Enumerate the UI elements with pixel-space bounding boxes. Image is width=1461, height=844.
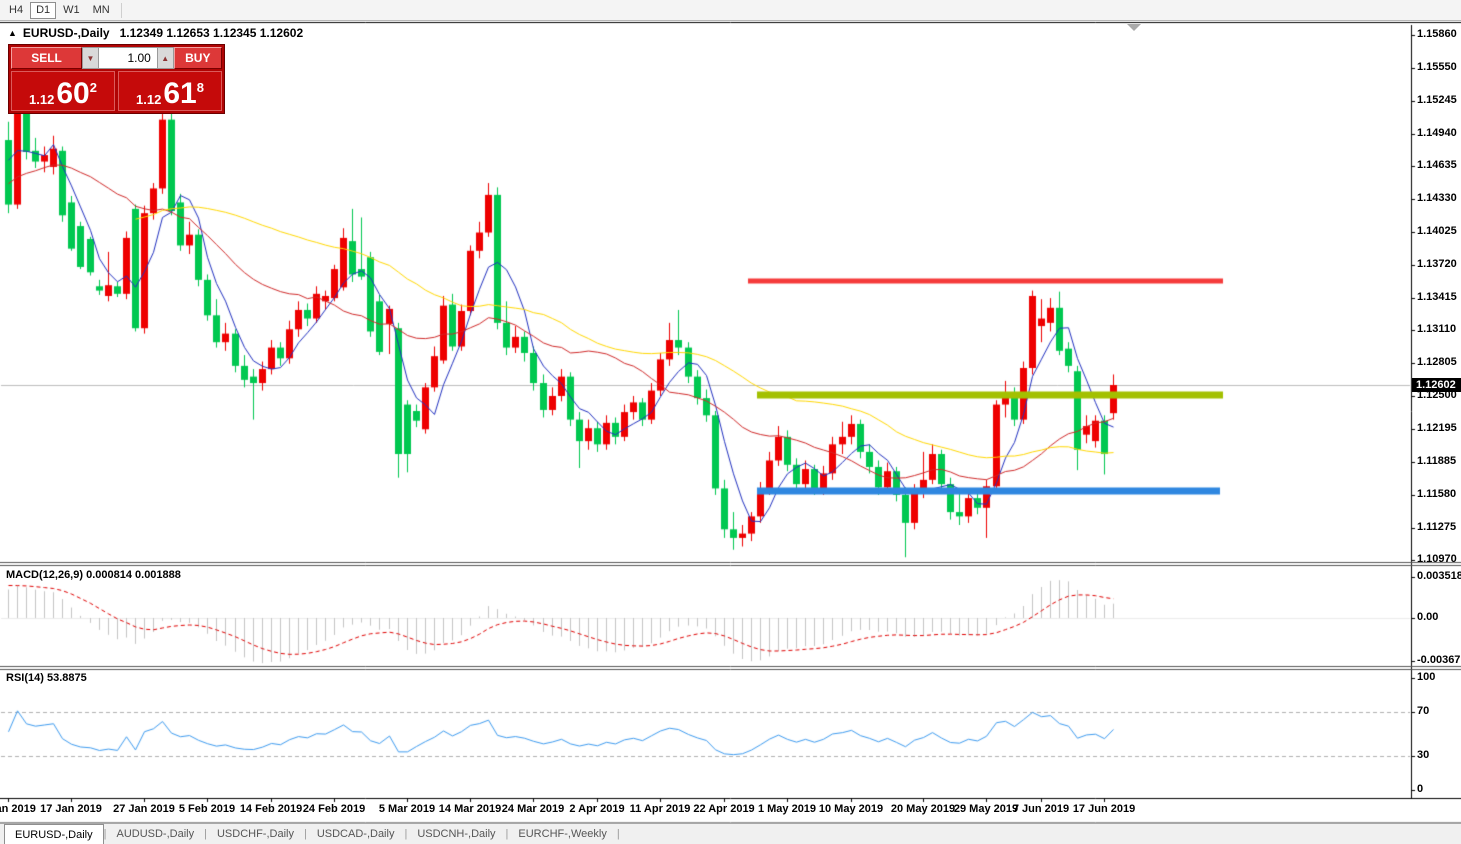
rsi-axis-label: 100: [1417, 671, 1436, 683]
chart-ohlc-values: 1.12349 1.12653 1.12345 1.12602: [119, 26, 304, 40]
timeframe-button-mn[interactable]: MN: [92, 4, 110, 16]
timeframe-button-h4[interactable]: H4: [9, 4, 24, 16]
chart-symbol-title: EURUSD-,Daily: [22, 26, 110, 40]
panel-collapse-icon[interactable]: ▲: [8, 28, 17, 38]
chart-title-row: ▲ EURUSD-,Daily 1.12349 1.12653 1.12345 …: [8, 26, 303, 40]
sell-price-big: 60: [56, 77, 90, 110]
buy-price-button[interactable]: 1.12 61 8: [118, 71, 222, 111]
price-axis-label: 1.10970: [1417, 553, 1457, 565]
date-axis-label: 14 Mar 2019: [438, 803, 502, 815]
price-axis-label: 1.15860: [1417, 28, 1457, 40]
date-axis-label: 27 Jan 2019: [113, 803, 175, 815]
date-axis-label: 14 Feb 2019: [239, 803, 303, 815]
date-axis-label: 20 May 2019: [890, 803, 956, 815]
date-axis-label: 1 May 2019: [757, 803, 817, 815]
toolbar-separator: [120, 2, 122, 18]
date-axis-label: 2 Apr 2019: [569, 803, 625, 815]
date-axis-label: 17 Jun 2019: [1072, 803, 1136, 815]
rsi-axis-label: 0: [1417, 783, 1424, 795]
sell-price-prefix: 1.12: [29, 92, 55, 107]
chart-tab-usdcnh-daily[interactable]: USDCNH-,Daily: [417, 828, 496, 840]
rsi-axis-label: 70: [1417, 705, 1430, 717]
sell-price-button[interactable]: 1.12 60 2: [11, 71, 115, 111]
chart-tab-eurchf-weekly[interactable]: EURCHF-,Weekly: [518, 828, 607, 840]
date-axis-label: 11 Apr 2019: [629, 803, 691, 815]
one-click-trade-panel: SELL ▼ ▲ BUY 1.12 60 2 1.12 61 8: [8, 44, 225, 114]
date-axis-label: 10 May 2019: [818, 803, 884, 815]
sell-price-pip: 2: [89, 80, 97, 95]
macd-axis-label: 0.00: [1417, 611, 1439, 623]
tab-separator: |: [505, 828, 509, 840]
price-axis-label: 1.14635: [1417, 159, 1457, 171]
sell-button[interactable]: SELL: [11, 47, 83, 69]
price-axis-label: 1.11275: [1417, 521, 1457, 533]
chart-tab-audusd-daily[interactable]: AUDUSD-,Daily: [116, 828, 195, 840]
date-axis-label: 17 Jan 2019: [40, 803, 102, 815]
buy-price-big: 61: [163, 77, 197, 110]
rsi-axis-label: 30: [1417, 749, 1430, 761]
date-axis-label: 24 Feb 2019: [302, 803, 366, 815]
chart-tab-usdchf-daily[interactable]: USDCHF-,Daily: [216, 828, 294, 840]
price-axis-label: 1.12500: [1417, 389, 1457, 401]
macd-axis-label: 0.003518: [1417, 570, 1461, 582]
macd-axis-label: -0.00367: [1417, 654, 1461, 666]
price-axis-label: 1.13110: [1417, 323, 1457, 335]
price-axis-label: 1.14025: [1417, 225, 1457, 237]
date-axis-label: 7 Jun 2019: [1012, 803, 1070, 815]
price-axis-label: 1.11885: [1417, 455, 1457, 467]
volume-decrease-button[interactable]: ▼: [82, 47, 99, 69]
price-axis-label: 1.12805: [1417, 356, 1457, 368]
date-axis-label: 5 Mar 2019: [378, 803, 436, 815]
timeframe-button-d1[interactable]: D1: [30, 1, 57, 19]
buy-button[interactable]: BUY: [173, 47, 222, 69]
price-axis-label: 1.15550: [1417, 61, 1457, 73]
buy-price-prefix: 1.12: [136, 92, 162, 107]
price-axis-label: 1.14940: [1417, 127, 1457, 139]
volume-input[interactable]: [98, 47, 157, 69]
chart-tab-eurusd-daily[interactable]: EURUSD-,Daily: [4, 824, 104, 844]
price-axis-label: 1.13415: [1417, 291, 1457, 303]
price-axis-label: 1.12195: [1417, 422, 1457, 434]
chart-tab-usdcad-daily[interactable]: USDCAD-,Daily: [316, 828, 395, 840]
tab-separator: |: [616, 828, 620, 840]
tab-separator: |: [404, 828, 408, 840]
timeframe-button-w1[interactable]: W1: [63, 4, 80, 16]
price-axis-label: 1.15245: [1417, 94, 1457, 106]
tab-separator: |: [103, 828, 107, 840]
rsi-indicator-label: RSI(14) 53.8875: [6, 672, 87, 684]
current-price-tag: 1.12602: [1412, 378, 1461, 392]
tab-separator: |: [303, 828, 307, 840]
chart-tab-bar: EURUSD-,Daily | AUDUSD-,Daily | USDCHF-,Dail…: [0, 823, 1461, 844]
chart-shift-marker-icon[interactable]: [1127, 24, 1141, 31]
date-axis-label: 24 Mar 2019: [501, 803, 565, 815]
price-axis-label: 1.14330: [1417, 192, 1457, 204]
date-axis-label: 29 May 2019: [953, 803, 1019, 815]
volume-increase-button[interactable]: ▲: [156, 47, 174, 69]
macd-indicator-label: MACD(12,26,9) 0.000814 0.001888: [6, 569, 181, 581]
price-axis-label: 1.13720: [1417, 258, 1457, 270]
timeframe-toolbar: H4 D1 W1 MN: [0, 0, 1461, 21]
date-axis-label: 22 Apr 2019: [693, 803, 755, 815]
price-axis-label: 1.11580: [1417, 488, 1457, 500]
tab-separator: |: [204, 828, 207, 840]
date-axis-label: 5 Feb 2019: [178, 803, 236, 815]
buy-price-pip: 8: [196, 80, 204, 95]
date-axis-label: 8 Jan 2019: [0, 803, 36, 815]
